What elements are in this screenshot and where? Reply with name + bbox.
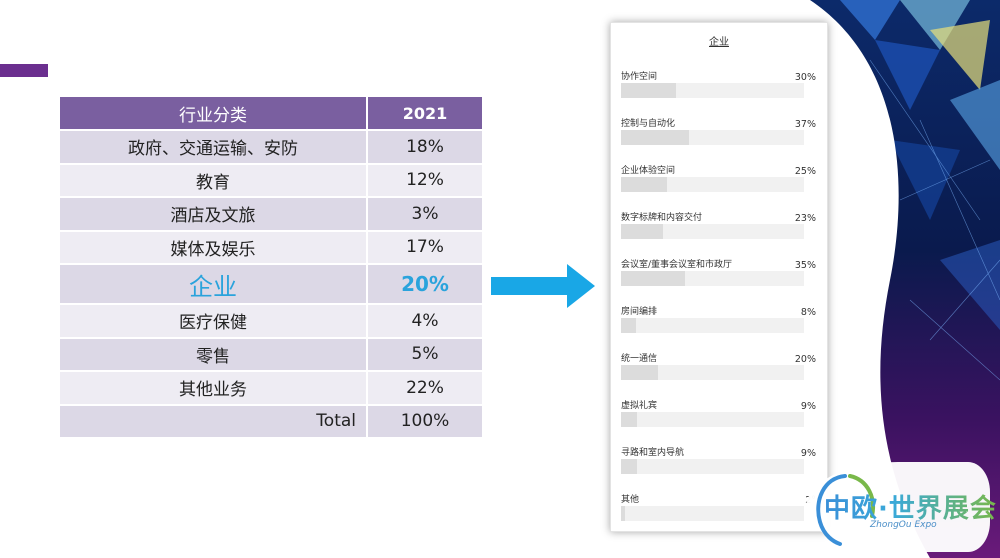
survey-bar-fill <box>621 412 638 427</box>
expo-logo: 中欧·世界展会 ZhongOu Expo <box>806 462 996 552</box>
table-row: 酒店及文旅 3% <box>60 198 484 232</box>
survey-value: 30% <box>794 72 816 83</box>
survey-bar-fill <box>621 318 636 333</box>
row-name: 媒体及娱乐 <box>60 231 368 265</box>
total-pct: 100% <box>368 405 484 439</box>
survey-bar-track <box>621 130 804 145</box>
row-pct: 3% <box>368 198 484 232</box>
survey-value: 23% <box>794 213 816 224</box>
industry-table: 行业分类 2021 政府、交通运输、安防 18% 教育 12% 酒店及文旅 3%… <box>60 97 484 439</box>
right-arrow-icon <box>491 264 595 308</box>
survey-value: 35% <box>794 260 816 271</box>
survey-label: 企业体验空间 <box>621 166 676 176</box>
total-label: Total <box>60 405 368 439</box>
table-row: 媒体及娱乐 17% <box>60 231 484 265</box>
logo-text: 中欧·世界展会 <box>824 488 997 525</box>
table-total-row: Total 100% <box>60 405 484 439</box>
survey-bar-track <box>621 271 804 286</box>
survey-label: 虚拟礼宾 <box>621 401 658 411</box>
row-pct: 17% <box>368 231 484 265</box>
survey-bar-track <box>621 506 804 521</box>
survey-item: 虚拟礼宾 9% <box>621 398 816 434</box>
survey-bar-fill <box>621 365 658 380</box>
survey-panel: 企业 协作空间 30% 控制与自动化 37% 企业体验空间 25% 数字标牌和内… <box>610 22 828 532</box>
row-pct: 20% <box>368 265 484 305</box>
survey-bar-fill <box>621 271 686 286</box>
table-row: 教育 12% <box>60 164 484 198</box>
table-row: 政府、交通运输、安防 18% <box>60 131 484 165</box>
row-name: 酒店及文旅 <box>60 198 368 232</box>
survey-value: 8% <box>800 307 816 318</box>
table-row: 医疗保健 4% <box>60 305 484 339</box>
row-name: 医疗保健 <box>60 305 368 339</box>
survey-item: 寻路和室内导航 9% <box>621 445 816 481</box>
survey-value: 25% <box>794 166 816 177</box>
survey-item: 控制与自动化 37% <box>621 116 816 152</box>
survey-label: 控制与自动化 <box>621 119 676 129</box>
survey-bar-fill <box>621 83 676 98</box>
row-pct: 22% <box>368 372 484 406</box>
survey-item: 企业体验空间 25% <box>621 163 816 199</box>
row-pct: 12% <box>368 164 484 198</box>
header-category: 行业分类 <box>60 97 368 131</box>
survey-bar-fill <box>621 177 667 192</box>
survey-bar-fill <box>621 506 625 521</box>
survey-item: 房间编排 8% <box>621 304 816 340</box>
survey-bar-track <box>621 177 804 192</box>
survey-label: 统一通信 <box>621 354 658 364</box>
header-year: 2021 <box>368 97 484 131</box>
survey-bar-track <box>621 318 804 333</box>
survey-value: 9% <box>800 448 816 459</box>
panel-title: 企业 <box>709 37 729 48</box>
globe-icon <box>816 474 875 546</box>
survey-bar-fill <box>621 224 664 239</box>
row-name: 政府、交通运输、安防 <box>60 131 368 165</box>
table-row-highlighted: 企业 20% <box>60 265 484 305</box>
survey-label: 会议室/董事会议室和市政厅 <box>621 260 733 270</box>
logo-subtitle: ZhongOu Expo <box>870 520 937 530</box>
survey-bar-track <box>621 412 804 427</box>
row-name: 企业 <box>60 265 368 305</box>
survey-label: 寻路和室内导航 <box>621 448 685 458</box>
survey-bar-fill <box>621 459 638 474</box>
survey-bar-track <box>621 459 804 474</box>
survey-value: 9% <box>800 401 816 412</box>
row-name: 零售 <box>60 338 368 372</box>
table-row: 零售 5% <box>60 338 484 372</box>
accent-bar <box>0 64 48 77</box>
table-header-row: 行业分类 2021 <box>60 97 484 131</box>
survey-bar-track <box>621 365 804 380</box>
survey-item: 其他 2° <box>621 492 816 528</box>
survey-label: 其他 <box>621 495 640 505</box>
table-row: 其他业务 22% <box>60 372 484 406</box>
survey-label: 协作空间 <box>621 72 658 82</box>
row-pct: 5% <box>368 338 484 372</box>
survey-bar-track <box>621 83 804 98</box>
survey-value: 20% <box>794 354 816 365</box>
row-pct: 4% <box>368 305 484 339</box>
survey-bar-track <box>621 224 804 239</box>
survey-bar-fill <box>621 130 689 145</box>
survey-label: 数字标牌和内容交付 <box>621 213 703 223</box>
row-name: 教育 <box>60 164 368 198</box>
row-name: 其他业务 <box>60 372 368 406</box>
survey-item: 会议室/董事会议室和市政厅 35% <box>621 257 816 293</box>
row-pct: 18% <box>368 131 484 165</box>
survey-item: 统一通信 20% <box>621 351 816 387</box>
survey-item: 数字标牌和内容交付 23% <box>621 210 816 246</box>
survey-item: 协作空间 30% <box>621 69 816 105</box>
survey-value: 37% <box>794 119 816 130</box>
survey-label: 房间编排 <box>621 307 658 317</box>
